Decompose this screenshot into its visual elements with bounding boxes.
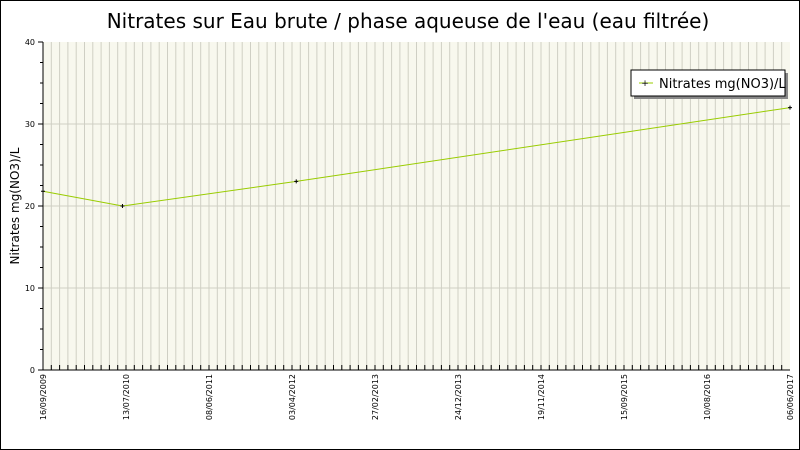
legend-label: Nitrates mg(NO3)/L <box>659 77 786 92</box>
x-tick-label: 24/12/2013 <box>454 374 463 420</box>
x-tick-label: 10/08/2016 <box>703 374 712 420</box>
data-point <box>294 179 299 184</box>
y-tick-label: 10 <box>25 284 35 293</box>
x-tick-label: 27/02/2013 <box>371 374 380 420</box>
x-tick-label: 03/04/2012 <box>288 374 297 420</box>
x-tick-label: 13/07/2010 <box>122 374 131 420</box>
chart-title: Nitrates sur Eau brute / phase aqueuse d… <box>107 9 710 33</box>
data-point <box>41 189 45 194</box>
x-tick-label: 08/06/2011 <box>205 374 214 420</box>
data-point <box>120 204 125 208</box>
y-tick-label: 30 <box>25 120 35 129</box>
y-tick-label: 20 <box>25 202 35 211</box>
legend: + Nitrates mg(NO3)/L <box>630 69 788 99</box>
y-axis-label: Nitrates mg(NO3)/L <box>8 147 22 264</box>
x-tick-label: 19/11/2014 <box>537 374 546 420</box>
legend-marker-icon: + <box>641 79 649 89</box>
series-line <box>42 107 791 207</box>
legend-box <box>630 69 786 97</box>
y-tick-label: 0 <box>30 366 35 375</box>
x-tick-label: 15/09/2015 <box>620 374 629 420</box>
x-tick-label: 06/06/2017 <box>786 374 795 420</box>
y-tick-label: 40 <box>25 38 35 47</box>
x-tick-label: 16/09/2009 <box>39 374 48 420</box>
data-point <box>788 105 792 110</box>
